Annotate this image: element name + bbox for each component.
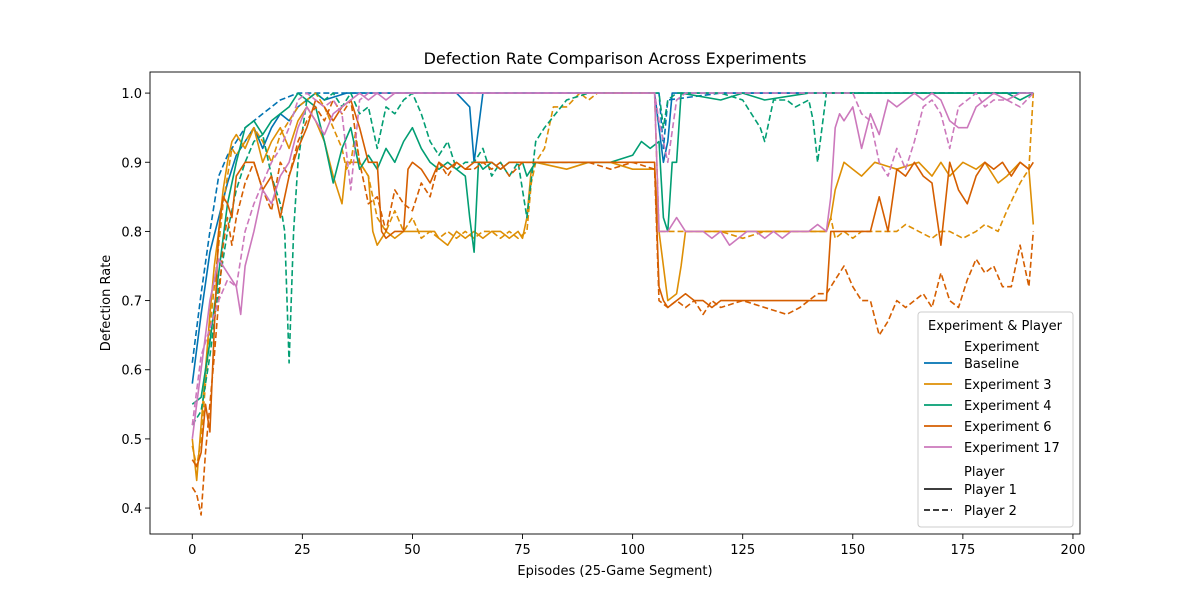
series-line-experiment-4-player-1 [191,92,1034,405]
x-tick-label: 75 [514,543,531,558]
chart-title: Defection Rate Comparison Across Experim… [424,49,807,68]
legend-label-experiment-4: Experiment 4 [964,399,1052,414]
legend-label-experiment-3: Experiment 3 [964,378,1052,393]
x-tick-label: 0 [188,543,196,558]
series-line-experiment-3-player-2 [191,92,1035,468]
legend-frame [917,311,1074,528]
plot-area [191,92,1035,516]
y-tick-label: 1.0 [121,87,142,102]
legend-player-header: Player [964,465,1005,480]
legend-label-experiment-17: Experiment 17 [964,441,1060,456]
legend: Experiment & Player Experiment Baseline E… [917,311,1074,528]
y-tick-label: 0.4 [121,502,142,517]
y-tick-label: 0.6 [121,364,142,379]
series-line-experiment-17-player-1 [191,92,1034,440]
series-line-experiment-3-player-1 [191,106,1035,482]
y-tick-label: 0.8 [121,225,142,240]
x-tick-label: 200 [1061,543,1086,558]
y-tick-label: 0.9 [121,156,142,171]
x-tick-label: 125 [730,543,755,558]
legend-title: Experiment & Player [928,319,1063,334]
series-line-experiment-6-player-2 [191,99,1035,516]
y-tick-label: 0.5 [121,433,142,448]
x-tick-label: 25 [294,543,311,558]
x-axis-ticks: 0 25 50 75 100 125 150 175 200 [188,534,1085,558]
x-tick-label: 50 [404,543,421,558]
x-tick-label: 175 [950,543,975,558]
legend-label-player-2: Player 2 [964,504,1017,519]
y-axis-label: Defection Rate [99,255,114,352]
legend-label-player-1: Player 1 [964,483,1017,498]
series-line-experiment-17-player-2 [191,92,1034,426]
x-tick-label: 150 [840,543,865,558]
axes-frame [149,71,1081,535]
legend-label-baseline: Baseline [964,357,1019,372]
x-tick-label: 100 [620,543,645,558]
legend-label-experiment-6: Experiment 6 [964,420,1052,435]
y-axis-ticks: 0.4 0.5 0.6 0.7 0.8 0.9 1.0 [121,87,150,517]
x-axis-label: Episodes (25-Game Segment) [517,564,712,579]
y-tick-label: 0.7 [121,295,142,310]
legend-experiment-header: Experiment [964,340,1039,355]
series-line-experiment-4-player-2 [191,92,1034,426]
